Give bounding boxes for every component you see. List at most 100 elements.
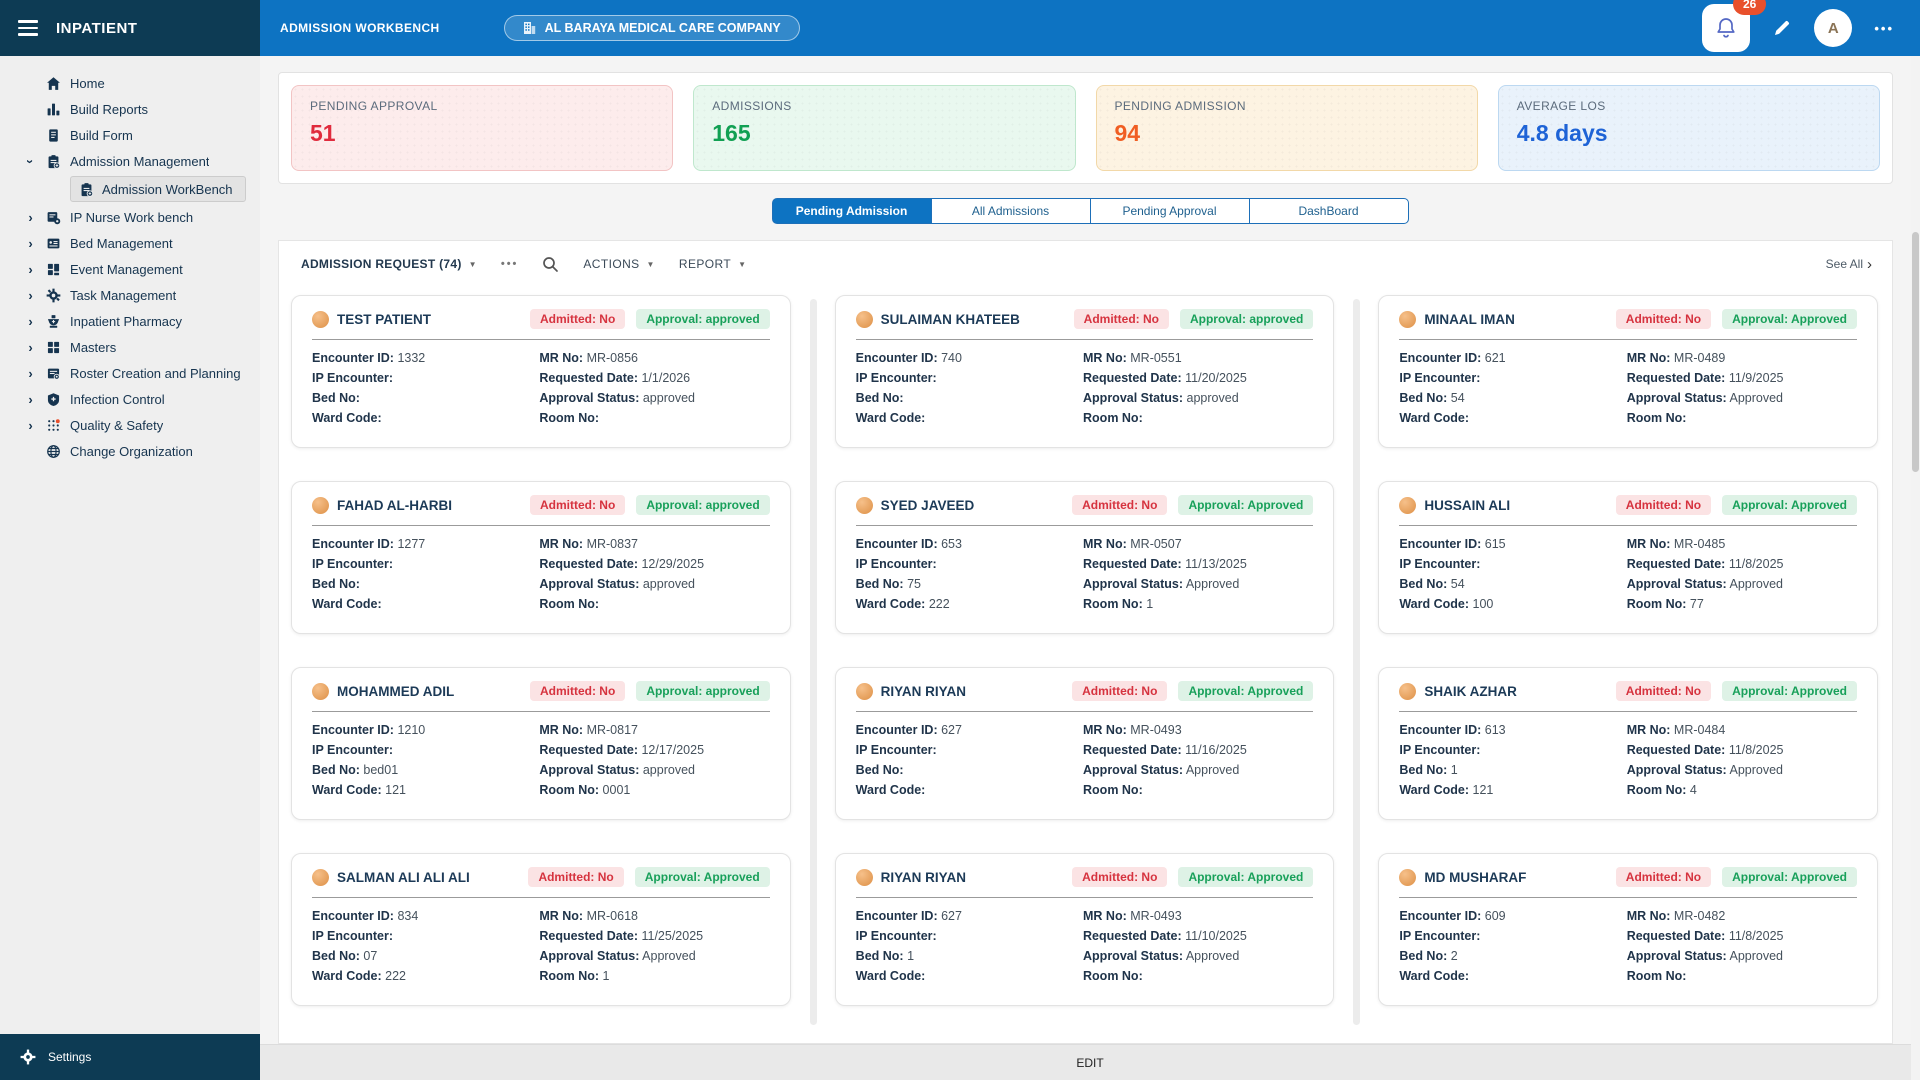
sidebar-item-quality-safety[interactable]: › Quality & Safety xyxy=(0,412,260,438)
company-selector-button[interactable]: AL BARAYA MEDICAL CARE COMPANY xyxy=(503,15,800,41)
patient-name: HUSSAIN ALI xyxy=(1424,497,1511,513)
field-label: Room No: xyxy=(1083,969,1143,983)
field-mr-no: MR No: MR-0482 xyxy=(1627,909,1857,923)
field-value: 11/25/2025 xyxy=(641,929,704,943)
approval-status-badge: Approval: approved xyxy=(636,309,770,329)
stat-card-average-los[interactable]: AVERAGE LOS 4.8 days xyxy=(1497,85,1880,171)
sidebar-item-label: Quality & Safety xyxy=(70,417,164,433)
field-label: Requested Date: xyxy=(1083,557,1182,571)
field-value: 1332 xyxy=(397,351,426,365)
more-options-icon[interactable]: ••• xyxy=(1874,20,1894,36)
report-dropdown[interactable]: REPORT ▼ xyxy=(679,257,747,271)
patient-card[interactable]: RIYAN RIYAN Admitted: No Approval: Approve… xyxy=(834,667,1335,820)
field-label: Ward Code: xyxy=(312,411,382,425)
sidebar-item-label: Build Form xyxy=(70,127,133,143)
field-label: Encounter ID: xyxy=(855,351,938,365)
field-value: Approved xyxy=(642,949,696,963)
stat-card-pending-approval[interactable]: PENDING APPROVAL 51 xyxy=(291,85,674,171)
sidebar-item-admission-workbench[interactable]: Admission WorkBench xyxy=(70,176,246,202)
field-label: Room No: xyxy=(1083,411,1143,425)
patient-card-fields: Encounter ID: 1277 MR No: MR-0837 IP Encou… xyxy=(312,537,770,611)
tab-pending-admission[interactable]: Pending Admission xyxy=(771,198,932,224)
field-label: Ward Code: xyxy=(1399,597,1470,611)
patient-card[interactable]: HUSSAIN ALI Admitted: No Approval: Approve… xyxy=(1378,481,1879,634)
tab-dashboard[interactable]: DashBoard xyxy=(1248,198,1409,224)
sidebar-item-event-management[interactable]: › Event Management xyxy=(0,256,260,282)
field-value: 11/8/2025 xyxy=(1728,929,1784,943)
page-scrollbar[interactable] xyxy=(1911,56,1920,1080)
patient-card[interactable]: MOHAMMED ADIL Admitted: No Approval: appro… xyxy=(291,667,791,820)
field-label: Requested Date: xyxy=(539,743,638,757)
card-divider xyxy=(312,339,770,340)
sidebar-item-build-reports[interactable]: Build Reports xyxy=(0,96,260,122)
field-value: 11/8/2025 xyxy=(1728,743,1784,757)
edit-bar[interactable]: EDIT xyxy=(260,1044,1920,1080)
sidebar-item-admission-management[interactable]: › Admission Management xyxy=(0,148,260,174)
admission-request-dropdown[interactable]: ADMISSION REQUEST (74) ▼ xyxy=(301,257,477,271)
sidebar-item-label: IP Nurse Work bench xyxy=(70,209,194,225)
field-room-no: Room No: xyxy=(539,411,769,425)
toolbar-more-icon[interactable]: ••• xyxy=(500,258,519,270)
field-value: 100 xyxy=(1472,597,1494,611)
sidebar: INPATIENT Home Build Reports Build Form › Ad… xyxy=(0,0,260,1080)
field-mr-no: MR No: MR-0493 xyxy=(1083,723,1313,737)
sidebar-item-task-management[interactable]: › Task Management xyxy=(0,282,260,308)
field-mr-no: MR No: MR-0493 xyxy=(1083,909,1313,923)
card-divider xyxy=(1399,525,1858,526)
field-ip-encounter: IP Encounter: xyxy=(312,929,531,943)
sidebar-item-masters[interactable]: › Masters xyxy=(0,334,260,360)
top-header: ADMISSION WORKBENCH AL BARAYA MEDICAL CA… xyxy=(260,0,1920,56)
tab-all-admissions[interactable]: All Admissions xyxy=(930,198,1091,224)
stat-value: 4.8 days xyxy=(1516,120,1608,146)
see-all-link[interactable]: See All › xyxy=(1826,257,1872,272)
patient-card[interactable]: MINAAL IMAN Admitted: No Approval: Approve… xyxy=(1378,295,1879,448)
field-label: Encounter ID: xyxy=(855,537,938,551)
patient-card[interactable]: SYED JAVEED Admitted: No Approval: Approve… xyxy=(834,481,1335,634)
sidebar-item-change-organization[interactable]: Change Organization xyxy=(0,438,260,464)
settings-button[interactable]: Settings xyxy=(0,1034,260,1080)
edit-pencil-button[interactable] xyxy=(1772,18,1792,38)
patient-card[interactable]: MD MUSHARAF Admitted: No Approval: Approve… xyxy=(1378,853,1879,1006)
hamburger-menu-icon[interactable] xyxy=(18,20,38,36)
scrollbar-thumb[interactable] xyxy=(1912,232,1919,472)
sidebar-item-home[interactable]: Home xyxy=(0,70,260,96)
patient-card[interactable]: TEST PATIENT Admitted: No Approval: approv… xyxy=(291,295,791,448)
field-value: 54 xyxy=(1450,391,1465,405)
sidebar-item-roster-creation-and-planning[interactable]: › Roster Creation and Planning xyxy=(0,360,260,386)
field-value: 222 xyxy=(385,969,407,983)
patient-card[interactable]: FAHAD AL-HARBI Admitted: No Approval: appr… xyxy=(291,481,791,634)
patient-badges: Admitted: No Approval: Approved xyxy=(1072,681,1314,701)
stat-card-admissions[interactable]: ADMISSIONS 165 xyxy=(693,85,1076,171)
patient-card[interactable]: RIYAN RIYAN Admitted: No Approval: Approve… xyxy=(834,853,1335,1006)
actions-dropdown[interactable]: ACTIONS ▼ xyxy=(583,257,654,271)
sidebar-item-inpatient-pharmacy[interactable]: › Inpatient Pharmacy xyxy=(0,308,260,334)
patient-card[interactable]: SHAIK AZHAR Admitted: No Approval: Approve… xyxy=(1378,667,1879,820)
field-value: MR-0489 xyxy=(1673,351,1726,365)
notifications-button[interactable]: 26 xyxy=(1702,0,1767,52)
inpatient-pharmacy-icon xyxy=(46,314,61,329)
tab-pending-approval[interactable]: Pending Approval xyxy=(1089,198,1250,224)
field-mr-no: MR No: MR-0489 xyxy=(1627,351,1857,365)
patient-card[interactable]: SALMAN ALI ALI ALI Admitted: No Approval: … xyxy=(291,853,791,1006)
sidebar-item-build-form[interactable]: Build Form xyxy=(0,122,260,148)
field-label: Bed No: xyxy=(312,577,360,591)
chevron-right-icon: › xyxy=(28,365,33,381)
user-avatar[interactable]: A xyxy=(1814,9,1853,47)
field-approval-status: Approval Status: Approved xyxy=(1627,577,1857,591)
search-button[interactable] xyxy=(542,256,559,273)
sidebar-item-ip-nurse-work-bench[interactable]: › IP Nurse Work bench xyxy=(0,204,260,230)
field-value: Approved xyxy=(1729,391,1784,405)
field-value: 609 xyxy=(1484,909,1506,923)
admitted-status-badge: Admitted: No xyxy=(1072,495,1168,515)
field-ip-encounter: IP Encounter: xyxy=(312,557,531,571)
field-room-no: Room No: xyxy=(1627,969,1857,983)
field-ward-code: Ward Code: 121 xyxy=(1399,783,1618,797)
sidebar-item-bed-management[interactable]: › Bed Management xyxy=(0,230,260,256)
field-requested-date: Requested Date: 11/16/2025 xyxy=(1083,743,1313,757)
sidebar-item-infection-control[interactable]: › Infection Control xyxy=(0,386,260,412)
field-ward-code: Ward Code: xyxy=(856,783,1075,797)
patient-card-header: SALMAN ALI ALI ALI Admitted: No Approval: … xyxy=(312,867,770,887)
field-mr-no: MR No: MR-0837 xyxy=(539,537,769,551)
stat-card-pending-admission[interactable]: PENDING ADMISSION 94 xyxy=(1095,85,1478,171)
patient-card[interactable]: SULAIMAN KHATEEB Admitted: No Approval: ap… xyxy=(834,295,1335,448)
